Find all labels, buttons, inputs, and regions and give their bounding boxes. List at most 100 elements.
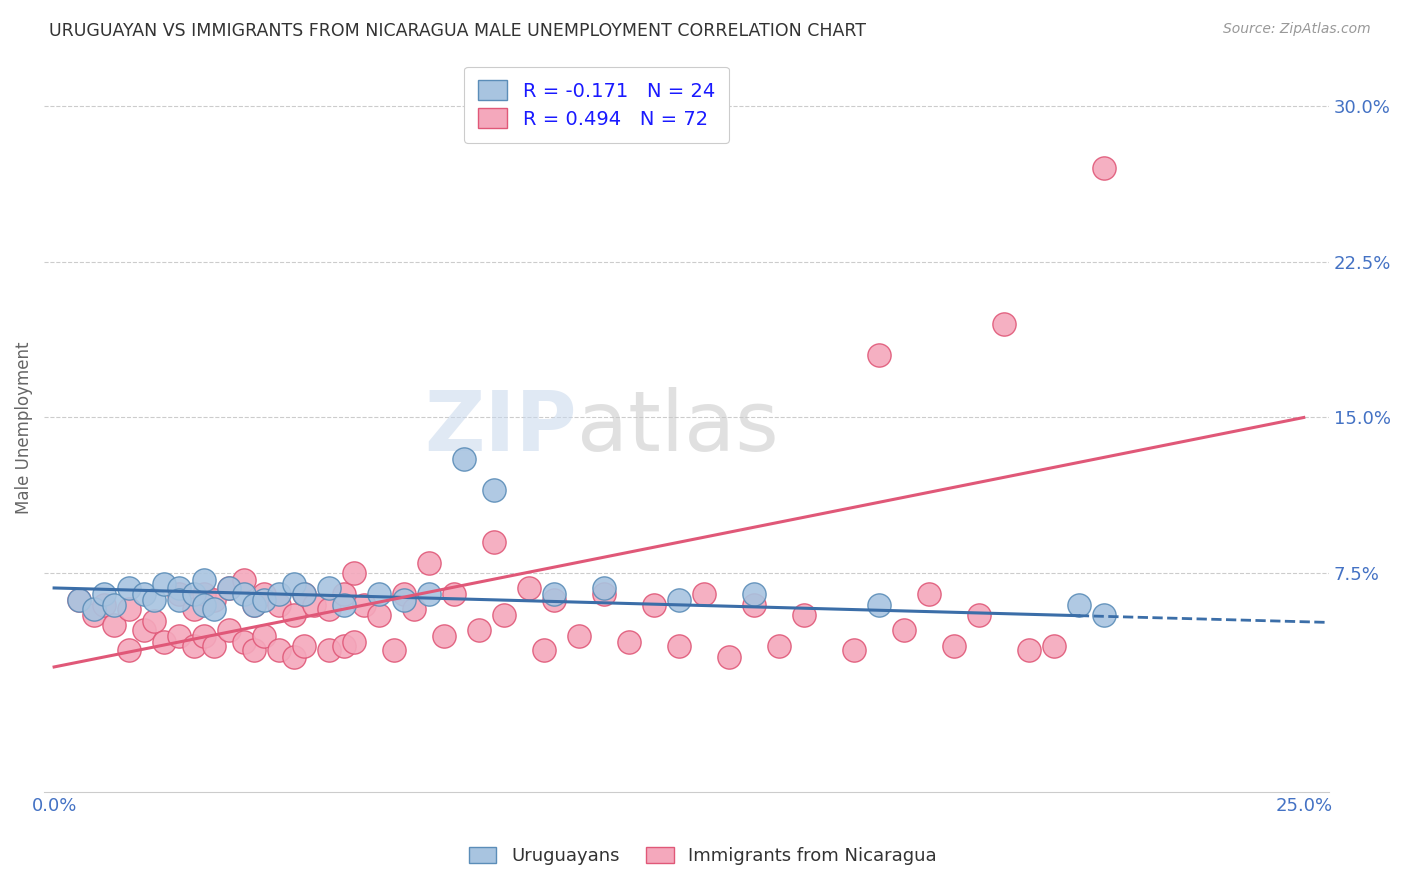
Point	[118, 581, 141, 595]
Text: atlas: atlas	[578, 387, 779, 468]
Point	[292, 587, 315, 601]
Point	[118, 601, 141, 615]
Point	[218, 581, 240, 595]
Text: Source: ZipAtlas.com: Source: ZipAtlas.com	[1223, 22, 1371, 37]
Point	[118, 643, 141, 657]
Point	[283, 607, 305, 622]
Point	[267, 643, 290, 657]
Point	[233, 635, 256, 649]
Point	[333, 587, 356, 601]
Point	[433, 629, 456, 643]
Point	[218, 581, 240, 595]
Point	[167, 593, 190, 607]
Point	[1018, 643, 1040, 657]
Point	[132, 623, 155, 637]
Point	[967, 607, 990, 622]
Point	[283, 649, 305, 664]
Point	[333, 598, 356, 612]
Point	[453, 452, 475, 467]
Point	[318, 601, 340, 615]
Point	[668, 593, 690, 607]
Point	[482, 535, 505, 549]
Point	[83, 607, 105, 622]
Legend: R = -0.171   N = 24, R = 0.494   N = 72: R = -0.171 N = 24, R = 0.494 N = 72	[464, 67, 728, 143]
Point	[233, 573, 256, 587]
Point	[243, 598, 266, 612]
Point	[1067, 598, 1090, 612]
Point	[253, 593, 276, 607]
Legend: Uruguayans, Immigrants from Nicaragua: Uruguayans, Immigrants from Nicaragua	[460, 838, 946, 874]
Point	[368, 587, 391, 601]
Point	[167, 629, 190, 643]
Point	[918, 587, 941, 601]
Text: ZIP: ZIP	[425, 387, 578, 468]
Point	[893, 623, 915, 637]
Point	[93, 598, 115, 612]
Point	[292, 639, 315, 653]
Point	[103, 598, 125, 612]
Point	[83, 601, 105, 615]
Point	[318, 643, 340, 657]
Point	[543, 587, 565, 601]
Point	[318, 581, 340, 595]
Point	[402, 601, 425, 615]
Point	[193, 598, 215, 612]
Point	[302, 598, 325, 612]
Point	[593, 587, 616, 601]
Text: URUGUAYAN VS IMMIGRANTS FROM NICARAGUA MALE UNEMPLOYMENT CORRELATION CHART: URUGUAYAN VS IMMIGRANTS FROM NICARAGUA M…	[49, 22, 866, 40]
Point	[693, 587, 716, 601]
Point	[283, 576, 305, 591]
Point	[193, 587, 215, 601]
Point	[218, 623, 240, 637]
Point	[103, 618, 125, 632]
Point	[543, 593, 565, 607]
Point	[418, 587, 440, 601]
Point	[568, 629, 591, 643]
Point	[392, 593, 415, 607]
Point	[67, 593, 90, 607]
Point	[668, 639, 690, 653]
Point	[253, 587, 276, 601]
Point	[153, 635, 176, 649]
Point	[382, 643, 405, 657]
Point	[193, 629, 215, 643]
Point	[868, 348, 890, 362]
Point	[868, 598, 890, 612]
Point	[942, 639, 965, 653]
Point	[993, 317, 1015, 331]
Point	[443, 587, 465, 601]
Point	[243, 643, 266, 657]
Point	[343, 566, 366, 581]
Point	[267, 598, 290, 612]
Point	[392, 587, 415, 601]
Point	[593, 581, 616, 595]
Point	[768, 639, 790, 653]
Point	[643, 598, 665, 612]
Point	[533, 643, 555, 657]
Point	[793, 607, 815, 622]
Point	[343, 635, 366, 649]
Point	[183, 639, 205, 653]
Point	[143, 614, 166, 628]
Point	[143, 593, 166, 607]
Point	[233, 587, 256, 601]
Point	[1092, 161, 1115, 175]
Point	[202, 639, 225, 653]
Point	[132, 587, 155, 601]
Point	[67, 593, 90, 607]
Point	[267, 587, 290, 601]
Point	[468, 623, 491, 637]
Point	[167, 581, 190, 595]
Point	[153, 576, 176, 591]
Point	[333, 639, 356, 653]
Point	[482, 483, 505, 498]
Point	[842, 643, 865, 657]
Point	[353, 598, 375, 612]
Point	[1092, 607, 1115, 622]
Point	[517, 581, 540, 595]
Point	[617, 635, 640, 649]
Y-axis label: Male Unemployment: Male Unemployment	[15, 342, 32, 514]
Point	[183, 587, 205, 601]
Point	[167, 587, 190, 601]
Point	[368, 607, 391, 622]
